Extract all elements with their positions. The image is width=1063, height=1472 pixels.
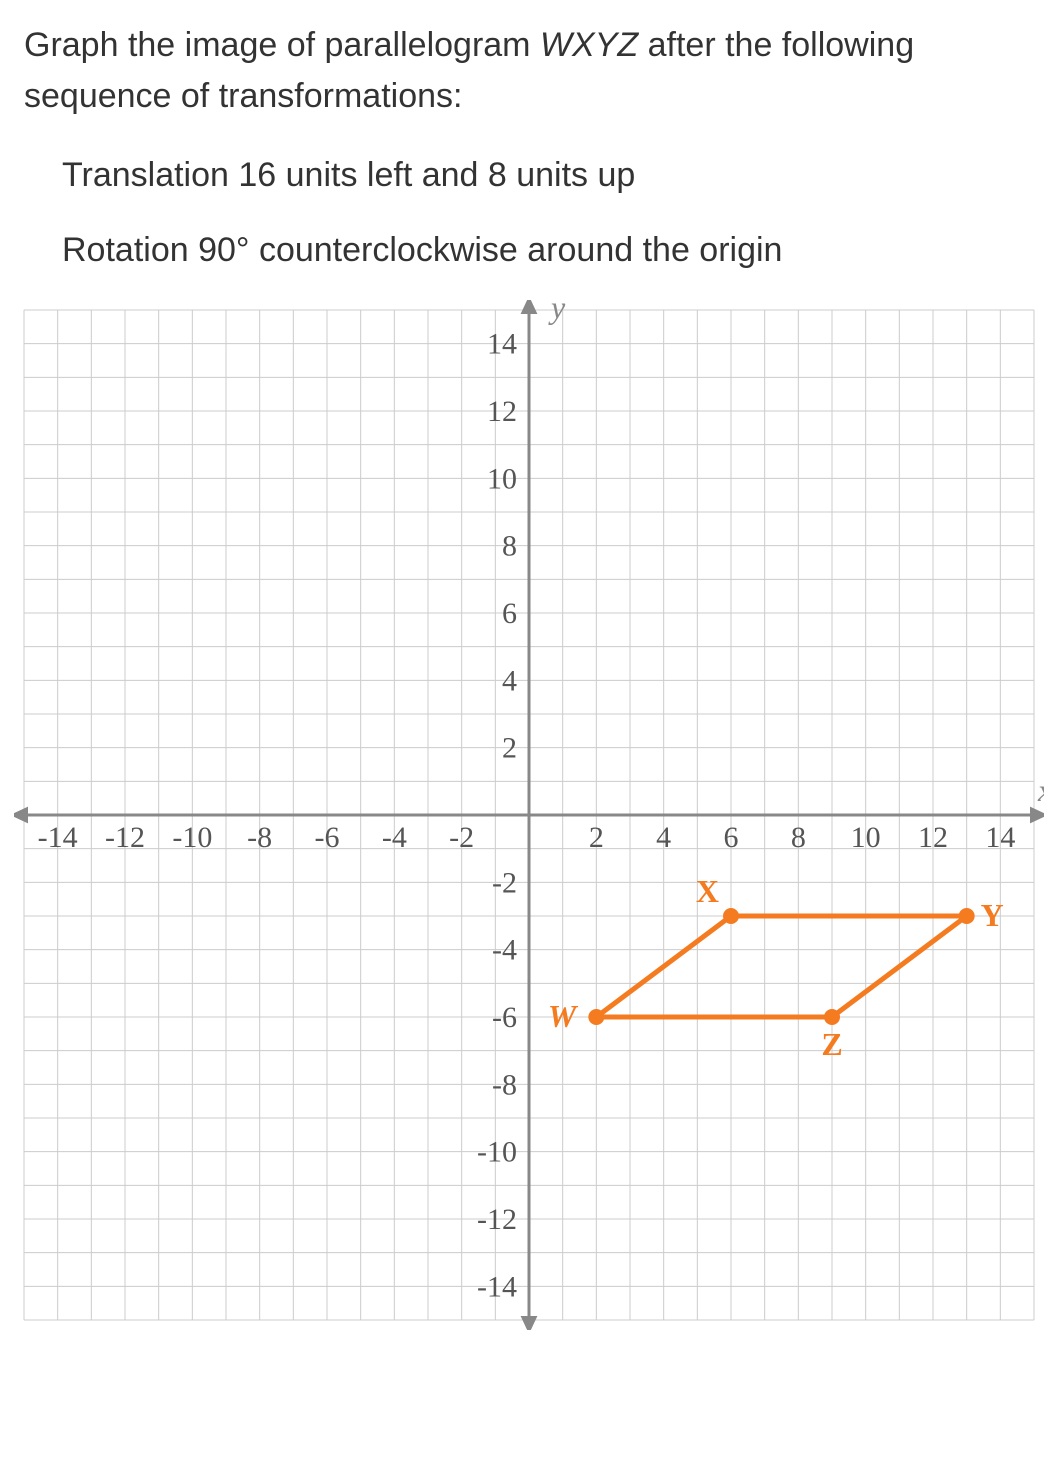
svg-text:-12: -12: [105, 821, 145, 854]
svg-text:-8: -8: [492, 1068, 517, 1101]
svg-text:-10: -10: [477, 1136, 517, 1169]
svg-text:6: 6: [724, 821, 739, 854]
svg-text:Y: Y: [981, 897, 1004, 933]
svg-text:2: 2: [589, 821, 604, 854]
svg-text:12: 12: [487, 395, 517, 428]
svg-text:4: 4: [502, 664, 517, 697]
svg-text:W: W: [548, 998, 579, 1034]
svg-text:8: 8: [791, 821, 806, 854]
svg-text:-4: -4: [382, 821, 407, 854]
step-2: Rotation 90° counterclockwise around the…: [62, 225, 1039, 276]
svg-text:X: X: [696, 873, 719, 909]
svg-text:10: 10: [487, 462, 517, 495]
svg-text:-6: -6: [315, 821, 340, 854]
svg-text:2: 2: [502, 732, 517, 765]
svg-text:8: 8: [502, 530, 517, 563]
problem-statement: Graph the image of parallelogram WXYZ af…: [24, 20, 1039, 122]
step-1: Translation 16 units left and 8 units up: [62, 150, 1039, 201]
svg-text:-10: -10: [172, 821, 212, 854]
svg-text:Z: Z: [821, 1026, 842, 1062]
svg-text:-2: -2: [492, 866, 517, 899]
svg-text:-14: -14: [477, 1270, 517, 1303]
coordinate-graph: yx-14-12-10-8-6-4-224681012141412108642-…: [14, 300, 1039, 1330]
svg-text:4: 4: [656, 821, 671, 854]
svg-text:-14: -14: [38, 821, 78, 854]
svg-text:-4: -4: [492, 934, 517, 967]
svg-text:y: y: [548, 300, 566, 325]
svg-text:-2: -2: [449, 821, 474, 854]
svg-text:14: 14: [487, 328, 517, 361]
svg-text:10: 10: [851, 821, 881, 854]
svg-text:x: x: [1037, 772, 1044, 808]
svg-text:-6: -6: [492, 1001, 517, 1034]
svg-text:6: 6: [502, 597, 517, 630]
svg-text:12: 12: [918, 821, 948, 854]
shape-name: WXYZ: [540, 26, 638, 64]
svg-text:14: 14: [985, 821, 1015, 854]
svg-text:-12: -12: [477, 1203, 517, 1236]
graph-svg: y x -14 -12 -10 -8 -6 -4 -2 2 4 6 8 10 12 14 14 12 10 8 6 4 2 -…: [14, 300, 1044, 1330]
problem-prefix: Graph the image of parallelogram: [24, 26, 540, 64]
svg-text:-8: -8: [247, 821, 272, 854]
